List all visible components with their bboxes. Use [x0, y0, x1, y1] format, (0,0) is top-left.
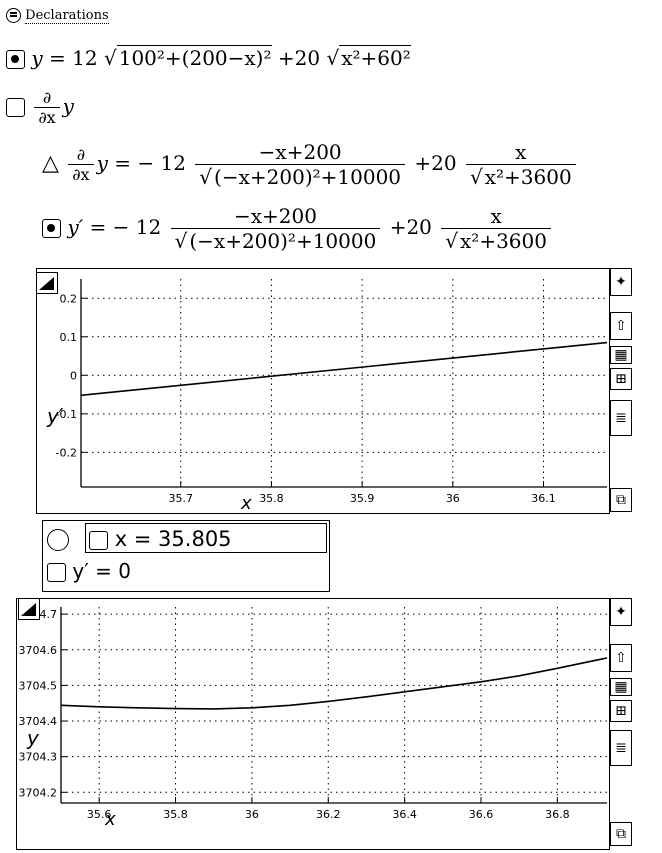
x-tick-label: 35.8 — [163, 808, 188, 821]
plot-1[interactable]: 35.7 35.8 35.9 36 36.1 0.2 0.1 0 -0.1 -0.2 x y′ — [37, 269, 609, 514]
result-x-text: x = 35.805 — [114, 527, 232, 551]
x-tick-label: 36.4 — [392, 808, 417, 821]
declarations-row[interactable]: Declarations — [6, 8, 109, 24]
grid-icon[interactable]: ⊞ — [610, 700, 632, 722]
eq3-equals: = − 12 — [114, 151, 186, 175]
plot-2[interactable]: 35.635.83636.236.436.636.83704.73704.637… — [17, 599, 609, 849]
magic-wand-icon[interactable]: ✦ — [610, 268, 632, 296]
toggle-checkbox[interactable] — [6, 50, 25, 69]
x-axis-label: x — [104, 809, 116, 830]
eq3-num1: −x+200 — [258, 140, 342, 164]
eq2-dx: ∂x — [34, 107, 60, 127]
plot-2-frame[interactable]: 35.635.83636.236.436.636.83704.73704.637… — [16, 598, 610, 850]
x-tick-label: 36 — [245, 808, 259, 821]
y-tick-label: 3704.4 — [19, 715, 58, 728]
eq4-num2: x — [490, 204, 502, 228]
x-axis-label: x — [240, 493, 252, 513]
eq4-num1: −x+200 — [233, 204, 317, 228]
eq1-coef2: 20 — [294, 46, 321, 70]
x-tick-label: 36.6 — [469, 808, 494, 821]
eq1-coef1: 12 — [72, 46, 98, 70]
document-icon[interactable]: ≣ — [610, 730, 632, 766]
grid-icon[interactable]: ⊞ — [610, 368, 632, 390]
plot-1-frame[interactable]: 35.7 35.8 35.9 36 36.1 0.2 0.1 0 -0.1 -0.2 x y′ — [36, 268, 610, 514]
equation-2-row[interactable]: ∂ ∂x y — [6, 88, 74, 127]
empty-checkbox[interactable] — [89, 530, 108, 550]
y-axis-label: y′ — [46, 404, 64, 428]
x-tick-label: 36.8 — [545, 808, 570, 821]
eq3-partial: ∂ — [76, 145, 86, 164]
y-tick-label: -0.2 — [56, 446, 77, 459]
eq4-equals: = − 12 — [89, 215, 162, 239]
plot-corner-icon[interactable] — [36, 272, 58, 294]
eq3-num2: x — [515, 140, 527, 164]
x-tick-label: 35.6 — [87, 808, 112, 821]
eq4-den2: x²+3600 — [458, 228, 547, 253]
speech-bubble-icon — [6, 8, 21, 23]
y-tick-label: 3704.3 — [19, 751, 58, 764]
y-axis-label: y — [26, 726, 40, 750]
rocket-icon[interactable]: ⇧ — [610, 644, 632, 672]
eq2-partial: ∂ — [42, 88, 52, 107]
eq1-inner1: 100²+(200−x)² — [116, 45, 272, 70]
y-tick-label: -0.1 — [56, 408, 77, 421]
toggle-checkbox[interactable] — [42, 219, 61, 238]
eq3-den2: x²+3600 — [482, 164, 572, 189]
eq4-plus: +20 — [389, 215, 432, 239]
eq1-inner2: x²+60² — [339, 45, 411, 70]
eq3-var: y — [96, 151, 108, 175]
x-tick-label: 35.7 — [169, 492, 194, 505]
eq3-den1: (−x+200)²+10000 — [212, 164, 402, 189]
result-x-field[interactable] — [85, 523, 327, 553]
eq4-den1: (−x+200)²+10000 — [187, 228, 377, 253]
equation-1-row[interactable]: y = 12 √ 100²+(200−x)² +20 √ x²+60² — [6, 45, 411, 70]
sqrt-icon: √ — [103, 46, 117, 70]
result-y-text: y′ = 0 — [72, 559, 131, 583]
x-tick-label: 35.8 — [259, 492, 284, 505]
circle-icon[interactable] — [47, 529, 69, 551]
empty-checkbox[interactable] — [47, 563, 66, 582]
document-icon[interactable]: ≣ — [610, 400, 632, 436]
grid-dense-icon[interactable]: ▦ — [610, 346, 632, 364]
y-tick-label: 0.2 — [60, 292, 78, 305]
eq3-plus: +20 — [414, 151, 457, 175]
plot-corner-icon[interactable] — [18, 598, 40, 620]
x-tick-label: 36.2 — [316, 808, 341, 821]
declarations-label: Declarations — [25, 8, 109, 24]
copy-window-icon[interactable]: ⧉ — [610, 488, 632, 512]
y-tick-label: 3704.2 — [19, 786, 58, 799]
copy-window-icon[interactable]: ⧉ — [610, 822, 632, 846]
empty-checkbox[interactable] — [6, 98, 25, 117]
y-tick-label: 3704.5 — [19, 679, 58, 692]
x-tick-label: 36 — [446, 492, 460, 505]
y-tick-label: 0.1 — [60, 331, 78, 344]
x-tick-label: 36.1 — [531, 492, 556, 505]
eq2-var: y — [62, 94, 74, 118]
equation-3-row[interactable]: △ ∂ ∂x y = − 12 −x+200 √ (−x+200)²+10000 … — [42, 140, 579, 189]
equation-4-row[interactable]: y′ = − 12 −x+200 √ (−x+200)²+10000 +20 x … — [42, 204, 554, 253]
series-line — [60, 657, 608, 710]
y-tick-label: 0 — [70, 369, 77, 382]
eq4-lhs: y′ — [67, 215, 84, 239]
magic-wand-icon[interactable]: ✦ — [610, 598, 632, 626]
x-tick-label: 35.9 — [350, 492, 375, 505]
rocket-icon[interactable]: ⇧ — [610, 312, 632, 340]
triangle-icon: △ — [42, 151, 59, 176]
eq1-lhs: y — [31, 46, 43, 70]
grid-dense-icon[interactable]: ▦ — [610, 678, 632, 696]
y-tick-label: 3704.6 — [19, 644, 58, 657]
eq3-dx: ∂x — [68, 164, 94, 184]
sqrt-icon: √ — [326, 46, 340, 70]
result-box: x = 35.805 y′ = 0 — [42, 520, 330, 592]
series-line — [80, 341, 608, 397]
